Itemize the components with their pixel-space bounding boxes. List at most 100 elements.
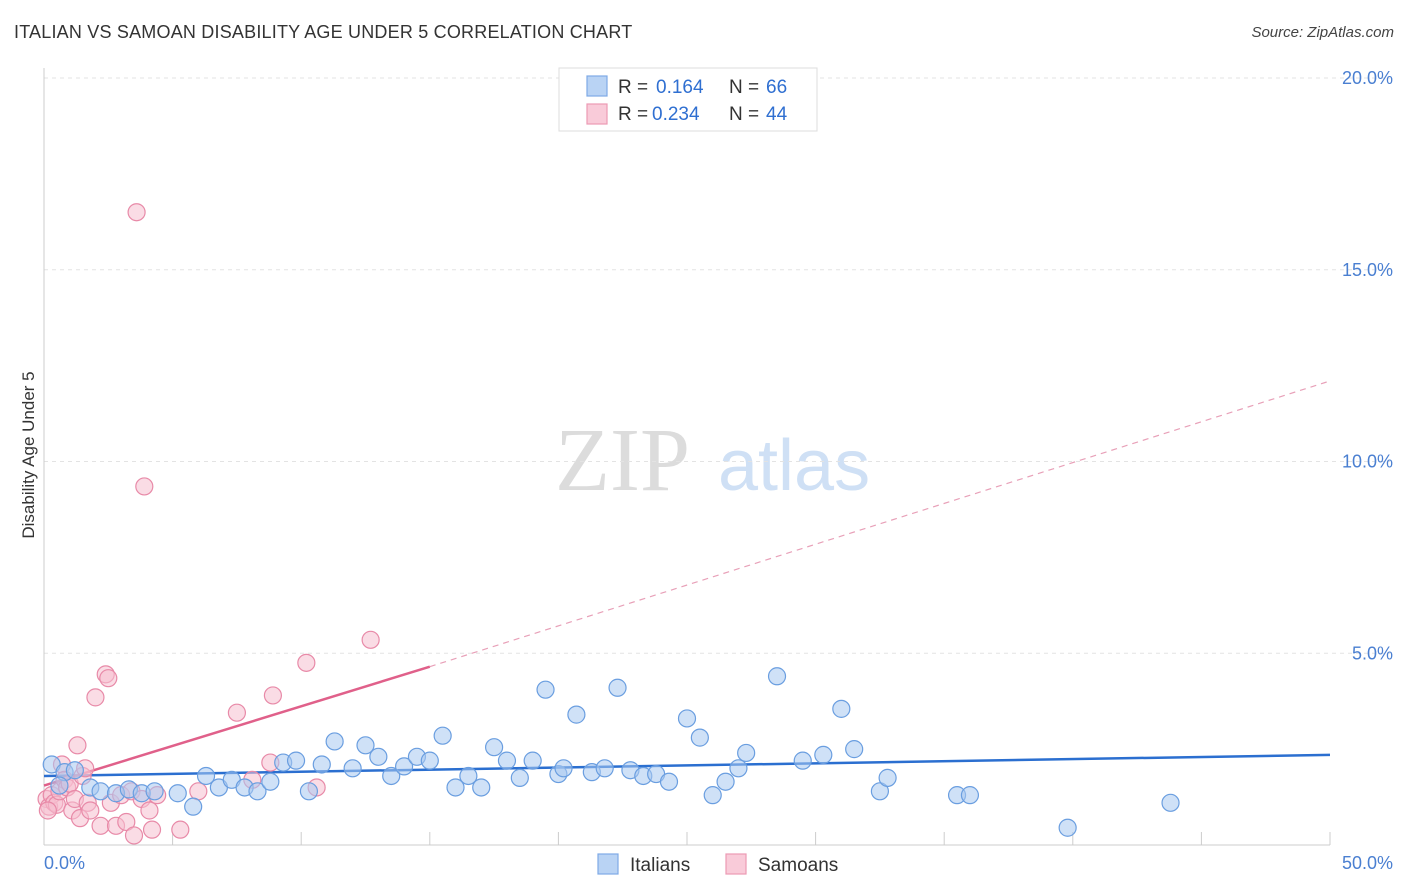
samoans-point-39: [263, 686, 283, 705]
watermark-zip: ZIP: [555, 411, 690, 510]
italians-point-62: [960, 786, 980, 805]
series-legend: Italians Samoans: [597, 853, 838, 876]
italians-point-65: [50, 776, 69, 795]
bottom-legend-samoans: Samoans: [758, 855, 838, 876]
italians-point-33: [485, 738, 504, 757]
samoans-point-25: [117, 812, 136, 832]
samoans-point-42: [361, 630, 380, 649]
legend-r-value-samoans: 0.234: [652, 104, 700, 125]
italians-point-39: [554, 759, 573, 778]
italians-point-54: [767, 667, 787, 686]
correlation-legend: R = 0.164 N = 66 R = 0.234 N = 44: [558, 67, 818, 132]
italians-point-29: [433, 726, 452, 745]
italians-point-52: [729, 759, 748, 778]
samoans-point-12: [68, 736, 87, 755]
italians-point-16: [261, 772, 280, 791]
italians-point-22: [343, 759, 362, 778]
italians-point-60: [878, 768, 897, 787]
y-tick-label-20: 20.0%: [1342, 68, 1393, 88]
italians-point-15: [248, 782, 267, 801]
legend-swatch-italians: [586, 75, 608, 97]
italians-point-8: [145, 782, 164, 801]
italians-point-21: [325, 732, 344, 751]
samoans-point-40: [297, 653, 316, 672]
tick-labels: 5.0% 10.0% 15.0% 20.0% 0.0% 50.0%: [44, 68, 1393, 873]
samoans-point-27: [124, 826, 144, 845]
y-axis-label: Disability Age Under 5: [19, 371, 38, 538]
legend-n-value-samoans: 44: [766, 104, 788, 125]
italians-point-40: [567, 705, 586, 724]
samoans-point-21: [99, 669, 118, 688]
bottom-legend-swatch-italians: [597, 853, 619, 875]
italians-point-35: [510, 768, 529, 787]
italians-point-34: [497, 751, 517, 770]
samoans-point-19: [91, 816, 110, 835]
italians-point-31: [459, 766, 478, 786]
axes: [43, 68, 1331, 846]
x-tick-label-min: 0.0%: [44, 853, 85, 873]
italians-point-50: [703, 786, 722, 805]
italians-point-64: [1161, 793, 1180, 812]
samoans-point-17: [81, 801, 100, 820]
italians-point-18: [286, 751, 306, 770]
italians-point-26: [394, 757, 414, 776]
data-points: [37, 203, 1180, 845]
italians-point-2: [65, 761, 84, 780]
italians-point-56: [814, 745, 833, 764]
italians-point-57: [832, 699, 851, 718]
bottom-legend-swatch-samoans: [725, 853, 747, 875]
legend-r-value-italians: 0.164: [656, 77, 704, 98]
italians-point-30: [446, 778, 465, 797]
legend-swatch-samoans: [586, 103, 608, 125]
trend-lines: [43, 380, 1331, 787]
italians-point-24: [369, 747, 388, 766]
italians-point-32: [472, 778, 491, 797]
samoans-point-31: [140, 801, 159, 820]
italians-point-25: [382, 766, 401, 786]
samoans-point-43: [38, 801, 57, 820]
x-tick-label-max: 50.0%: [1342, 853, 1393, 873]
samoans-trend-extension: [429, 380, 1331, 668]
samoans-point-32: [142, 820, 162, 839]
bottom-legend-italians: Italians: [630, 855, 690, 876]
italians-point-28: [420, 751, 439, 770]
italians-point-36: [523, 751, 542, 770]
legend-n-label-italians: N =: [729, 77, 759, 98]
legend-r-label-samoans: R =: [618, 104, 648, 125]
italians-point-49: [690, 728, 709, 747]
italians-point-53: [737, 743, 756, 763]
italians-point-37: [536, 680, 555, 699]
samoans-point-34: [171, 820, 190, 839]
italians-point-48: [677, 709, 697, 728]
italians-point-58: [845, 740, 864, 759]
legend-r-label-italians: R =: [618, 77, 648, 98]
samoans-trend-line: [43, 665, 431, 787]
italians-point-10: [184, 797, 203, 816]
samoans-point-28: [127, 203, 146, 222]
legend-n-label-samoans: N =: [729, 104, 759, 125]
samoans-point-36: [227, 703, 246, 722]
italians-point-23: [356, 736, 375, 755]
italians-point-20: [312, 755, 331, 774]
legend-n-value-italians: 66: [766, 77, 787, 98]
samoans-point-35: [189, 782, 208, 801]
watermark-atlas: atlas: [718, 426, 870, 506]
italians-point-59: [870, 782, 890, 801]
chart-title: ITALIAN VS SAMOAN DISABILITY AGE UNDER 5…: [14, 22, 633, 42]
samoans-point-18: [86, 688, 105, 707]
chart-source: Source: ZipAtlas.com: [1251, 24, 1394, 41]
italians-point-4: [91, 782, 110, 801]
y-tick-label-5: 5.0%: [1352, 643, 1393, 663]
italians-point-11: [196, 766, 216, 786]
grid-lines: [44, 77, 1390, 654]
italians-point-55: [793, 751, 812, 770]
italians-point-42: [595, 759, 614, 778]
italians-point-47: [659, 772, 679, 791]
samoans-point-30: [135, 477, 154, 496]
italians-point-51: [716, 772, 735, 791]
y-tick-label-10: 10.0%: [1342, 452, 1393, 472]
y-tick-label-15: 15.0%: [1342, 260, 1393, 280]
italians-point-19: [299, 782, 319, 801]
italians-point-63: [1058, 818, 1077, 837]
italians-point-43: [608, 678, 627, 697]
